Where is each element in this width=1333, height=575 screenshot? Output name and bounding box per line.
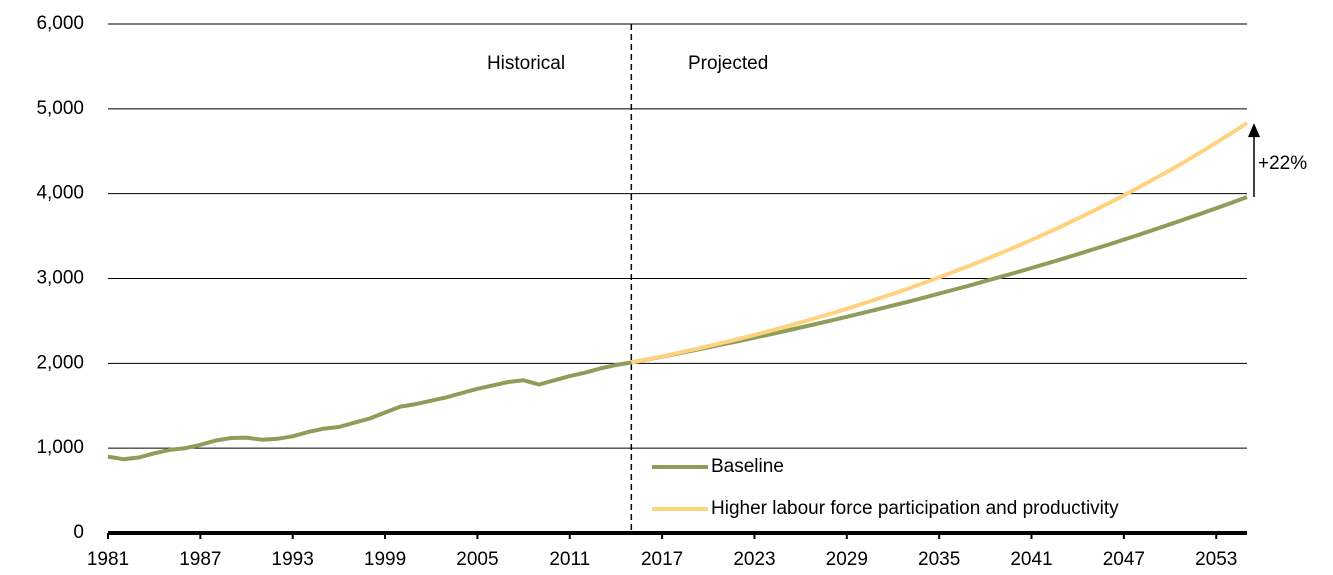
x-tick-label: 1987 [179,549,221,570]
y-tick-label: 6,000 [36,13,84,34]
x-tick-label: 2017 [641,549,683,570]
y-tick-label: 2,000 [36,352,84,373]
y-tick-label: 1,000 [36,437,84,458]
x-tick-label: 2047 [1103,549,1145,570]
legend-label: Higher labour force participation and pr… [711,498,1119,519]
x-tick-label: 2023 [733,549,775,570]
y-tick-label: 4,000 [36,183,84,204]
projected-label: Projected [688,53,768,74]
series-line [107,195,1248,462]
series-line [630,121,1249,365]
legend-label: Baseline [711,456,784,477]
x-tick-label: 1993 [272,549,314,570]
y-tick-label: 3,000 [36,268,84,289]
y-tick-label: 0 [73,522,84,543]
arrow-head [1248,123,1260,138]
x-tick-label: 2029 [826,549,868,570]
x-tick-label: 2053 [1195,549,1237,570]
x-tick-label: 1999 [364,549,406,570]
x-tick-label: 2005 [456,549,498,570]
x-tick-label: 2041 [1010,549,1052,570]
x-tick-label: 1981 [87,549,129,570]
change-label: +22% [1258,153,1307,174]
historical-label: Historical [487,53,565,74]
x-tick-label: 2035 [918,549,960,570]
x-tick-label: 2011 [549,549,590,570]
y-tick-label: 5,000 [36,98,84,119]
